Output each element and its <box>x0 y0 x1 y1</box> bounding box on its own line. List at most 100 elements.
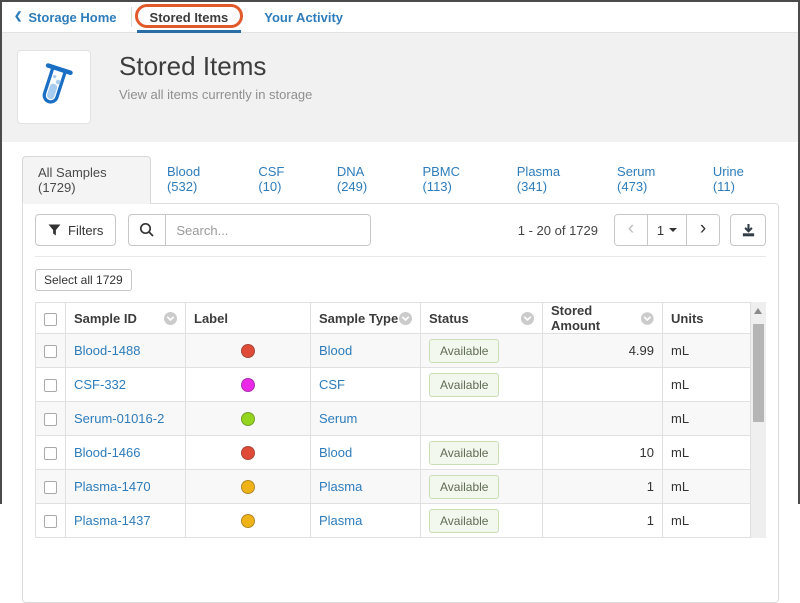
row-checkbox[interactable] <box>44 515 57 529</box>
page-number: 1 <box>656 222 665 238</box>
filters-button[interactable]: Filters <box>35 214 117 246</box>
sample-type-link[interactable]: Plasma <box>319 479 363 494</box>
sort-chevron-icon <box>641 311 654 325</box>
grid-toolbar: Filters 1 - 20 of 1729 ‹ 1 › <box>23 204 778 256</box>
search-icon-button[interactable] <box>128 214 167 246</box>
row-checkbox[interactable] <box>44 345 57 359</box>
stored-amount-value: 1 <box>542 503 663 538</box>
select-all-checkbox-header[interactable] <box>35 302 66 334</box>
column-header-stored-amount[interactable]: Stored Amount <box>542 302 663 334</box>
column-header-sample-type[interactable]: Sample Type <box>310 302 421 334</box>
column-label: Label <box>194 310 228 326</box>
tab-dna[interactable]: DNA (249) <box>336 164 368 194</box>
sample-id-link[interactable]: Blood-1466 <box>74 445 141 460</box>
tab-blood[interactable]: Blood (532) <box>166 164 201 194</box>
nav-tab-label: Stored Items <box>149 9 229 25</box>
column-header-sample-id[interactable]: Sample ID <box>65 302 186 334</box>
column-label: Sample ID <box>74 310 137 326</box>
search-group <box>128 214 372 246</box>
label-color-dot <box>241 514 255 529</box>
stored-amount-value: 10 <box>542 435 663 470</box>
stored-amount-value <box>542 401 663 436</box>
tab-all-samples[interactable]: All Samples (1729) <box>22 156 151 204</box>
test-tube-icon <box>42 63 73 104</box>
row-checkbox[interactable] <box>44 379 57 393</box>
column-header-label: Label <box>185 302 311 334</box>
units-value: mL <box>662 401 751 436</box>
page-dropdown[interactable]: 1 <box>647 215 687 245</box>
label-color-dot <box>241 480 255 495</box>
search-input[interactable] <box>166 214 372 246</box>
prev-page-icon: ‹ <box>627 217 635 239</box>
sort-chevron-icon <box>164 311 177 325</box>
units-value: mL <box>662 435 751 470</box>
page-header: Stored Items View all items currently in… <box>2 33 798 142</box>
nav-tab-your-activity[interactable]: Your Activity <box>246 2 361 32</box>
stored-amount-value: 1 <box>542 469 663 504</box>
nav-tab-stored-items[interactable]: Stored Items <box>132 2 247 33</box>
search-icon <box>140 222 154 237</box>
caret-down-icon <box>669 228 678 232</box>
column-label: Stored Amount <box>551 303 601 333</box>
column-label: Status <box>429 310 469 326</box>
label-color-dot <box>241 344 255 359</box>
sample-type-link[interactable]: Blood <box>319 445 353 460</box>
tab-serum[interactable]: Serum (473) <box>617 164 656 194</box>
column-label: Sample Type <box>319 310 399 326</box>
storage-home-back-link[interactable]: ❮ Storage Home <box>14 2 131 32</box>
units-value: mL <box>662 333 751 368</box>
table-body: Blood-1488 Blood Available 4.99 mL CSF-332 CSF… <box>35 333 751 538</box>
sample-type-link[interactable]: Serum <box>319 411 358 426</box>
sample-type-link[interactable]: Plasma <box>319 513 363 528</box>
sample-id-link[interactable]: CSF-332 <box>74 377 127 392</box>
back-link-label: Storage Home <box>28 9 117 25</box>
sample-type-link[interactable]: Blood <box>319 343 353 358</box>
prev-page-button[interactable]: ‹ <box>615 215 647 245</box>
sort-chevron-icon <box>399 311 412 325</box>
table-scrollbar[interactable] <box>751 302 766 538</box>
tab-urine[interactable]: Urine (11) <box>712 164 744 194</box>
filters-button-label: Filters <box>68 222 104 238</box>
next-page-button[interactable]: › <box>687 215 719 245</box>
sample-id-link[interactable]: Blood-1488 <box>74 343 141 358</box>
toolbar-right: 1 - 20 of 1729 ‹ 1 › <box>518 214 766 246</box>
table-row: Blood-1466 Blood Available 10 mL <box>35 435 751 470</box>
row-checkbox[interactable] <box>44 481 57 495</box>
samples-grid: Sample ID Label Sample Type Status Stored Am… <box>35 302 766 538</box>
active-tab-underline <box>136 30 242 33</box>
sample-id-link[interactable]: Plasma-1470 <box>74 479 151 494</box>
next-page-icon: › <box>699 217 707 239</box>
download-button[interactable] <box>730 214 766 246</box>
sample-type-link[interactable]: CSF <box>319 377 345 392</box>
stored-amount-value: 4.99 <box>542 333 663 368</box>
table-header-row: Sample ID Label Sample Type Status Stored Am… <box>35 302 751 334</box>
sample-id-link[interactable]: Plasma-1437 <box>74 513 151 528</box>
sample-id-link[interactable]: Serum-01016-2 <box>74 411 165 426</box>
download-icon <box>742 223 754 236</box>
funnel-icon <box>48 224 61 236</box>
nav-divider <box>130 7 132 27</box>
top-navbar: ❮ Storage Home Stored Items Your Activit… <box>2 2 798 33</box>
label-color-dot <box>241 446 255 461</box>
scroll-up-icon[interactable] <box>754 308 762 314</box>
tab-plasma[interactable]: Plasma (341) <box>516 164 561 194</box>
units-value: mL <box>662 469 751 504</box>
table-row: Blood-1488 Blood Available 4.99 mL <box>35 333 751 368</box>
samples-panel: Filters 1 - 20 of 1729 ‹ 1 › <box>22 203 779 603</box>
status-badge: Available <box>429 440 500 465</box>
row-checkbox[interactable] <box>44 447 57 461</box>
status-badge: Available <box>429 372 500 397</box>
table-row: Plasma-1437 Plasma Available 1 mL <box>35 503 751 538</box>
table-row: Serum-01016-2 Serum mL <box>35 401 751 436</box>
column-header-status[interactable]: Status <box>420 302 543 334</box>
header-checkbox[interactable] <box>44 312 57 326</box>
tab-csf[interactable]: CSF (10) <box>258 164 285 194</box>
tab-pbmc[interactable]: PBMC (113) <box>422 164 461 194</box>
units-value: mL <box>662 367 751 402</box>
select-all-button[interactable]: Select all 1729 <box>35 269 132 291</box>
units-value: mL <box>662 503 751 538</box>
row-checkbox[interactable] <box>44 413 57 427</box>
scrollbar-thumb[interactable] <box>753 324 764 422</box>
table-row: CSF-332 CSF Available mL <box>35 367 751 402</box>
